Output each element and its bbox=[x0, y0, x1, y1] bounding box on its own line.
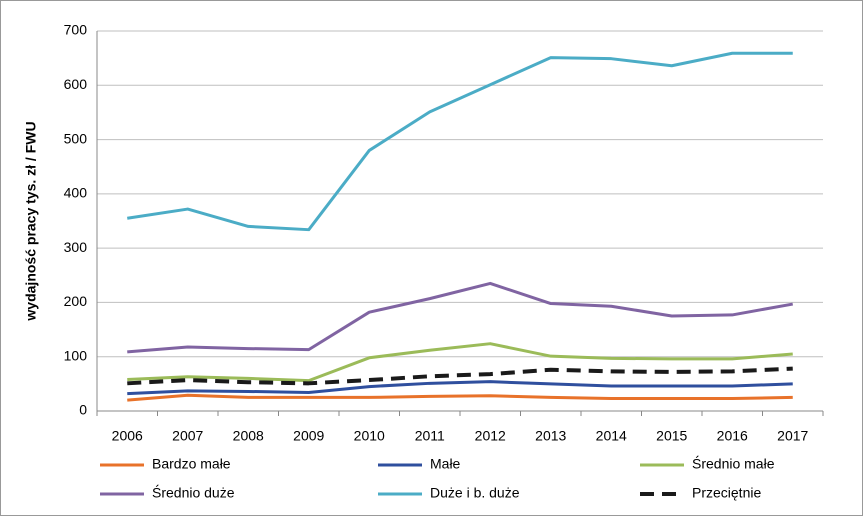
legend-label: Średnio duże bbox=[152, 484, 235, 501]
x-tick-label: 2008 bbox=[233, 428, 264, 444]
x-tick-label: 2009 bbox=[293, 428, 324, 444]
x-tick-label: 2014 bbox=[596, 428, 627, 444]
legend-label: Przeciętnie bbox=[692, 485, 761, 501]
y-tick-label: 100 bbox=[64, 347, 88, 363]
y-axis-label: wydajność pracy tys. zł / FWU bbox=[23, 121, 39, 321]
legend-label: Małe bbox=[430, 456, 461, 472]
y-tick-label: 200 bbox=[64, 293, 88, 309]
legend-label: Bardzo małe bbox=[152, 456, 231, 472]
x-tick-label: 2016 bbox=[717, 428, 748, 444]
x-tick-label: 2011 bbox=[415, 428, 445, 444]
series-line bbox=[127, 51, 793, 232]
series-line bbox=[127, 393, 793, 402]
series-line bbox=[127, 281, 794, 354]
series-line bbox=[127, 380, 793, 396]
x-tick-label: 2010 bbox=[354, 428, 385, 444]
x-tick-label: 2007 bbox=[172, 428, 203, 444]
series-line bbox=[127, 342, 793, 383]
y-tick-label: 600 bbox=[64, 76, 88, 92]
y-tick-label: 500 bbox=[64, 130, 88, 146]
legend-label: Średnio małe bbox=[692, 455, 775, 472]
y-tick-label: 300 bbox=[64, 239, 88, 255]
x-tick-label: 2006 bbox=[112, 428, 143, 444]
legend-label: Duże i b. duże bbox=[430, 485, 520, 501]
series-line bbox=[127, 366, 793, 386]
x-tick-label: 2013 bbox=[535, 428, 566, 444]
y-tick-label: 700 bbox=[64, 22, 88, 38]
y-tick-label: 400 bbox=[64, 185, 88, 201]
x-tick-label: 2017 bbox=[777, 428, 808, 444]
x-tick-label: 2012 bbox=[475, 428, 506, 444]
x-tick-label: 2015 bbox=[656, 428, 687, 444]
y-tick-label: 0 bbox=[79, 402, 87, 418]
